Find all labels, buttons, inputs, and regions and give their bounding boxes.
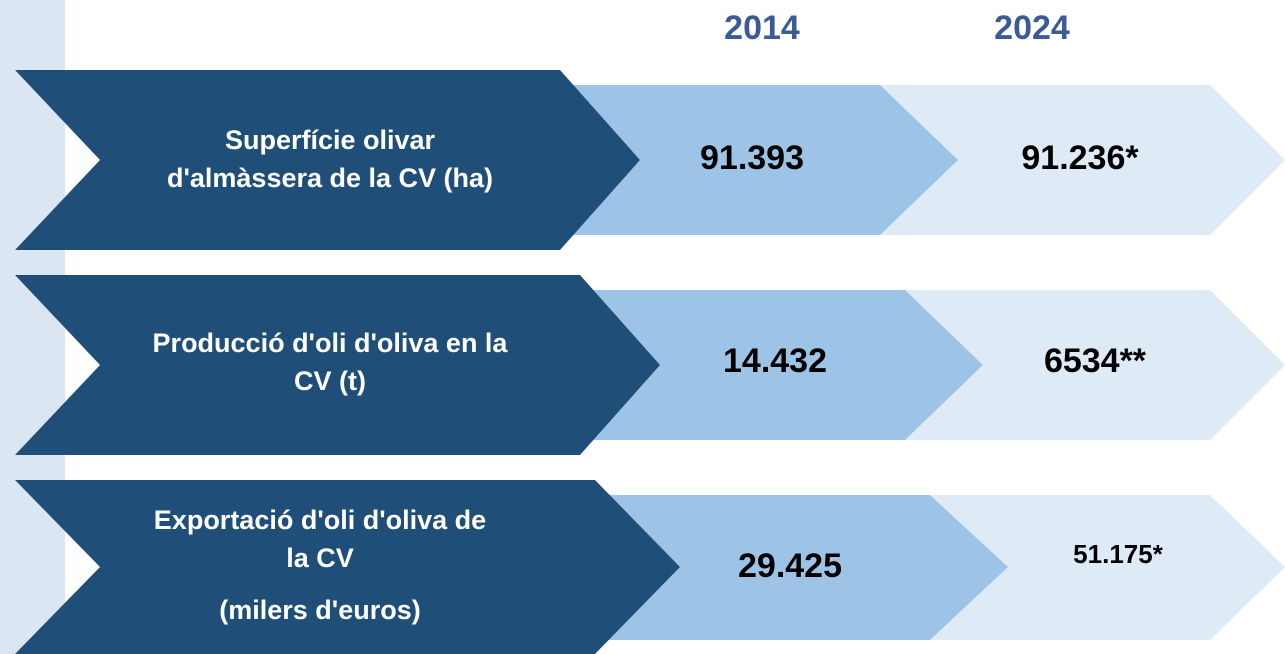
chevron-2014 — [565, 85, 958, 235]
label-chevron — [15, 275, 660, 455]
column-header: 2014 — [724, 9, 800, 47]
value: 6534** — [1044, 342, 1147, 380]
value: 91.236* — [1021, 139, 1139, 177]
row-label: Superfície olivar — [225, 125, 436, 155]
chevron-2024 — [930, 495, 1285, 640]
row-label: CV (t) — [294, 366, 366, 396]
value: 51.175* — [1073, 539, 1164, 569]
value: 14.432 — [723, 342, 827, 380]
label-chevron — [15, 480, 680, 654]
row-label: Exportació d'oli d'oliva de — [154, 505, 486, 535]
value: 29.425 — [738, 547, 842, 585]
chevron-2014 — [585, 290, 983, 440]
row-label: Producció d'oli d'oliva en la — [153, 328, 509, 358]
value: 91.393 — [700, 139, 804, 177]
row-label: d'almàssera de la CV (ha) — [167, 163, 493, 193]
chevron-2024 — [905, 290, 1285, 440]
row-label: (milers d'euros) — [219, 595, 420, 625]
chevron-2014 — [575, 495, 1008, 640]
chevron-2024 — [880, 85, 1285, 235]
column-header: 2024 — [994, 9, 1070, 47]
row-label: la CV — [286, 543, 354, 573]
label-chevron — [15, 70, 640, 250]
